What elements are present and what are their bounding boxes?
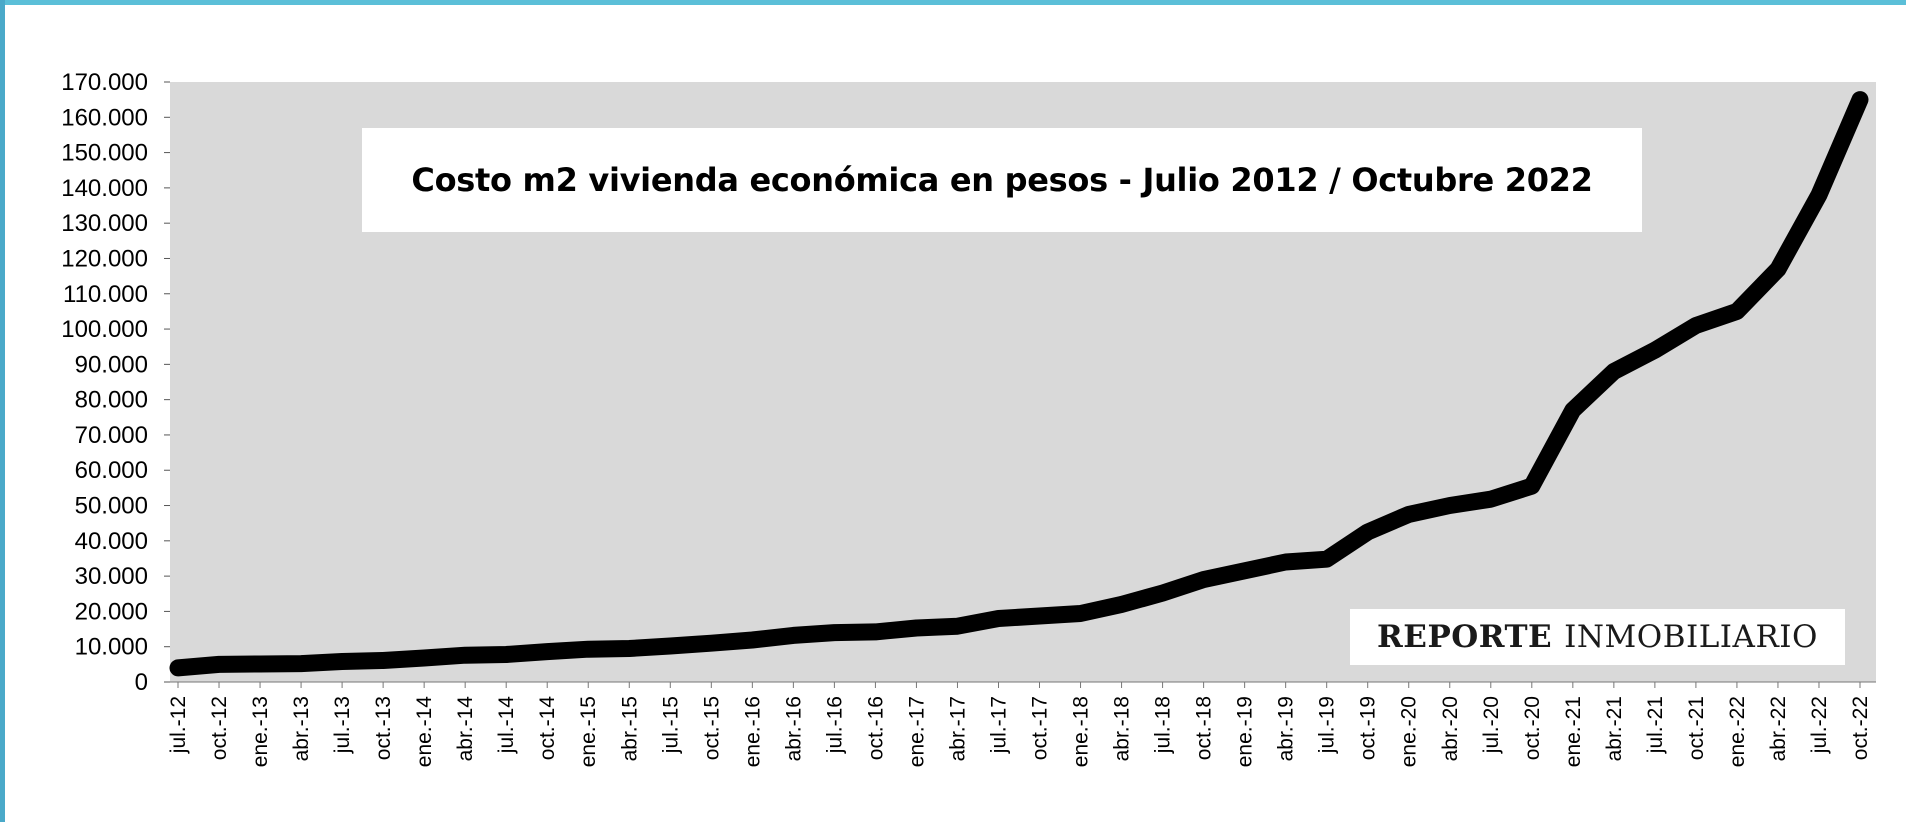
x-tick-label: oct.-21	[1685, 696, 1708, 760]
y-tick-label: 150.000	[61, 140, 148, 167]
x-tick-label: abr.-14	[454, 696, 477, 762]
y-tick-label: 140.000	[61, 175, 148, 202]
x-tick-label: abr.-16	[782, 696, 805, 761]
watermark-bold: REPORTE	[1377, 619, 1553, 655]
y-tick-label: 20.000	[75, 598, 148, 625]
y-tick-label: 30.000	[75, 563, 148, 590]
y-tick-label: 110.000	[63, 281, 148, 308]
x-tick-label: abr.-13	[290, 696, 313, 761]
chart-title-box: Costo m2 vivienda económica en pesos - J…	[362, 128, 1642, 232]
x-tick-label: oct.-22	[1849, 696, 1872, 760]
x-tick-label: jul.-18	[1152, 696, 1175, 754]
x-tick-label: ene.-17	[905, 696, 928, 767]
x-tick-label: oct.-12	[208, 696, 231, 760]
watermark-regular: INMOBILIARIO	[1564, 619, 1818, 655]
x-tick-label: jul.-20	[1480, 696, 1503, 754]
x-tick-label: jul.-16	[823, 696, 846, 754]
x-tick-label: abr.-21	[1603, 696, 1626, 761]
x-tick-label: ene.-19	[1234, 696, 1257, 767]
x-tick-label: jul.-22	[1808, 696, 1831, 754]
series-line	[169, 91, 1869, 677]
x-tick-label: ene.-16	[741, 696, 764, 767]
y-tick-label: 120.000	[61, 245, 148, 272]
x-tick-label: jul.-15	[659, 696, 682, 754]
y-tick-label: 60.000	[75, 457, 148, 484]
x-tick-label: oct.-14	[536, 696, 559, 761]
x-axis: jul.-12 oct.-12 ene.-13 abr.-13 jul.-13 oct.-…	[167, 681, 1876, 768]
x-tick-label: oct.-20	[1521, 696, 1544, 760]
x-tick-label: jul.-13	[331, 696, 354, 754]
x-tick-label: ene.-22	[1726, 696, 1749, 767]
x-tick-label: ene.-13	[249, 696, 272, 767]
x-tick-label: oct.-19	[1357, 696, 1380, 760]
y-tick-label: 40.000	[75, 528, 148, 555]
x-tick-label: ene.-20	[1398, 696, 1421, 767]
x-tick-label: oct.-13	[372, 696, 395, 760]
y-tick-label: 70.000	[75, 422, 148, 449]
y-tick-label: 50.000	[75, 493, 148, 520]
x-tick-label: jul.-17	[987, 696, 1010, 754]
x-tick-label: ene.-14	[413, 696, 436, 768]
y-tick-label: 160.000	[61, 104, 148, 131]
x-tick-label: abr.-17	[946, 696, 969, 761]
y-tick-label: 100.000	[61, 316, 148, 343]
x-tick-label: abr.-15	[618, 696, 641, 761]
x-tick-label: jul.-14	[495, 696, 518, 755]
x-tick-label: abr.-18	[1111, 696, 1134, 761]
x-tick-label: jul.-21	[1644, 696, 1667, 754]
frame-top-border	[0, 0, 1906, 5]
y-tick-label: 170.000	[61, 69, 148, 96]
x-tick-label: oct.-15	[700, 696, 723, 760]
x-tick-label: ene.-18	[1070, 696, 1093, 767]
y-tick-label: 130.000	[61, 210, 148, 237]
x-tick-label: abr.-22	[1767, 696, 1790, 761]
y-axis: 0 10.000 20.000 30.000 40.000 50.000 60.000 70.…	[61, 69, 170, 696]
x-tick-label: abr.-20	[1439, 696, 1462, 761]
x-tick-label: oct.-17	[1029, 696, 1052, 760]
x-tick-label: oct.-18	[1193, 696, 1216, 760]
y-tick-label: 0	[135, 669, 148, 696]
watermark-logo: REPORTE INMOBILIARIO	[1350, 609, 1845, 665]
y-tick-label: 10.000	[75, 634, 148, 661]
frame-left-border	[0, 0, 5, 822]
x-tick-label: jul.-12	[167, 696, 190, 754]
x-tick-label: jul.-19	[1316, 696, 1339, 754]
chart-title: Costo m2 vivienda económica en pesos - J…	[411, 161, 1593, 199]
y-tick-label: 90.000	[75, 351, 148, 378]
y-tick-label: 80.000	[75, 387, 148, 414]
x-tick-label: abr.-19	[1275, 696, 1298, 761]
x-tick-label: ene.-21	[1562, 696, 1585, 767]
x-tick-label: oct.-16	[864, 696, 887, 760]
x-tick-label: ene.-15	[577, 696, 600, 767]
